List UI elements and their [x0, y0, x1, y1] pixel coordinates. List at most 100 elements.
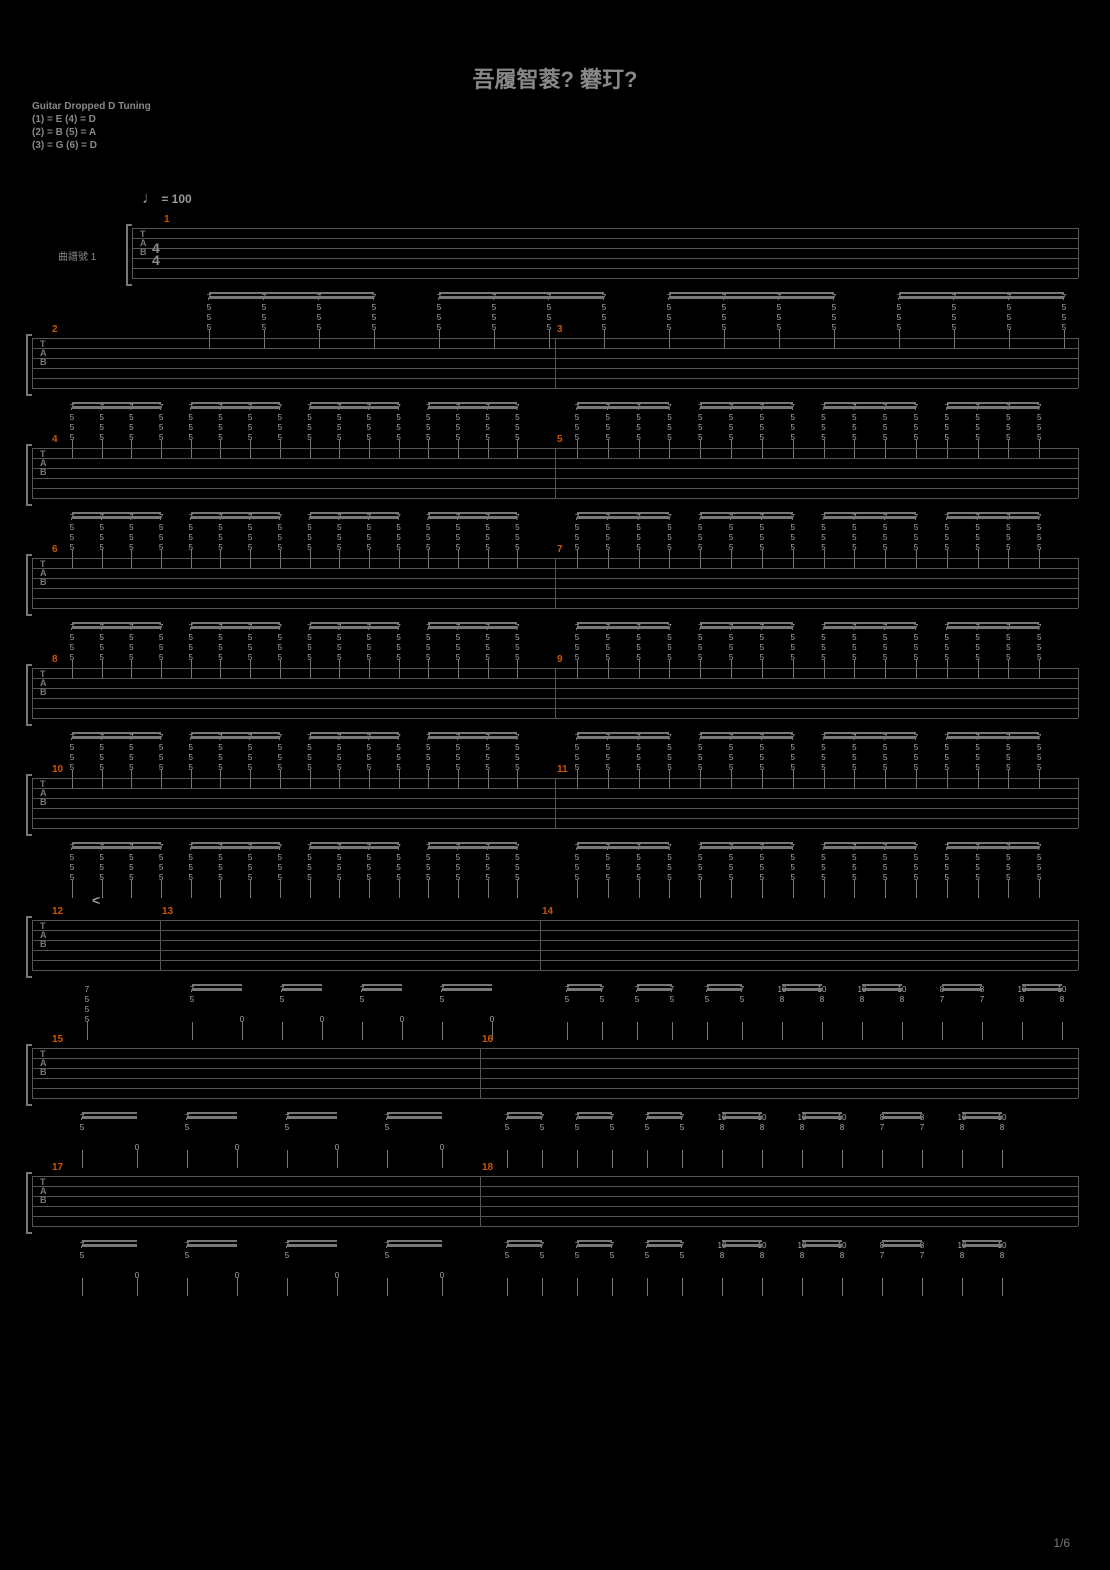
fret-number: 5	[635, 854, 641, 862]
note-stem	[647, 1278, 648, 1296]
barline	[32, 668, 33, 718]
fret-number: 5	[974, 744, 980, 752]
fret-number: 5	[1061, 304, 1067, 312]
fret-number: 5	[336, 864, 342, 872]
beam-secondary	[782, 984, 822, 986]
note-stem	[161, 880, 162, 898]
fret-number: 5	[484, 644, 490, 652]
fret-number: 5	[514, 864, 520, 872]
fret-number: 8	[719, 1124, 725, 1132]
beam-secondary	[700, 842, 792, 844]
tuning-line-1: (1) = E (4) = D	[32, 113, 151, 126]
fret-number: 5	[728, 634, 734, 642]
tab-staff: TAB1575075075075016757575757575108108108…	[32, 1048, 1078, 1098]
note-stem	[639, 880, 640, 898]
fret-number: 5	[484, 744, 490, 752]
note-stem	[488, 880, 489, 898]
note-stem	[187, 1278, 188, 1296]
barline	[1078, 668, 1079, 718]
note-stem	[822, 1022, 823, 1040]
fret-number: 5	[491, 304, 497, 312]
fret-number: 5	[574, 754, 580, 762]
beam-secondary	[577, 732, 669, 734]
fret-number: 5	[395, 424, 401, 432]
fret-number: 5	[666, 754, 672, 762]
fret-number: 5	[820, 744, 826, 752]
fret-number: 8	[759, 1124, 765, 1132]
fret-number: 5	[366, 414, 372, 422]
fret-number: 5	[944, 744, 950, 752]
fret-number: 5	[820, 854, 826, 862]
fret-number: 5	[820, 424, 826, 432]
note-stem	[399, 880, 400, 898]
fret-number: 5	[425, 864, 431, 872]
barline	[1078, 338, 1079, 388]
beam	[72, 516, 161, 519]
beam-secondary	[191, 842, 280, 844]
fret-number: 5	[644, 1252, 650, 1260]
tuning-line-3: (3) = G (6) = D	[32, 139, 151, 152]
fret-number: 5	[601, 314, 607, 322]
fret-number: 5	[728, 534, 734, 542]
fret-number: 5	[455, 634, 461, 642]
fret-number: 5	[1036, 634, 1042, 642]
barline	[555, 778, 556, 828]
fret-number: 5	[395, 644, 401, 652]
note-stem	[339, 880, 340, 898]
note-stem	[882, 1278, 883, 1296]
fret-number: 5	[697, 524, 703, 532]
fret-number: 5	[277, 854, 283, 862]
fret-number: 5	[831, 304, 837, 312]
fret-number: 5	[605, 864, 611, 872]
fret-number: 5	[882, 744, 888, 752]
fret-number: 5	[1036, 854, 1042, 862]
beam	[1022, 988, 1062, 991]
beam	[428, 516, 517, 519]
beam	[310, 626, 399, 629]
fret-number: 5	[395, 414, 401, 422]
beam	[191, 406, 280, 409]
fret-number: 5	[455, 414, 461, 422]
fret-number: 5	[395, 754, 401, 762]
fret-number: 5	[913, 534, 919, 542]
note-stem	[517, 880, 518, 898]
fret-number: 5	[425, 524, 431, 532]
fret-number: 5	[184, 1124, 190, 1132]
fret-number: 5	[514, 634, 520, 642]
beam-secondary	[947, 512, 1039, 514]
fret-number: 5	[425, 414, 431, 422]
beam	[824, 516, 916, 519]
measure-number: 14	[542, 906, 553, 917]
fret-number: 5	[666, 864, 672, 872]
note-stem	[82, 1150, 83, 1168]
fret-number: 5	[882, 754, 888, 762]
fret-number: 5	[98, 754, 104, 762]
barline	[1078, 920, 1079, 970]
fret-number: 5	[635, 424, 641, 432]
fret-number: 5	[574, 524, 580, 532]
note-stem	[962, 1278, 963, 1296]
fret-number: 5	[189, 996, 195, 1004]
note-stem	[731, 880, 732, 898]
beam-secondary	[882, 1112, 922, 1114]
note-stem	[280, 880, 281, 898]
fret-number: 5	[504, 1252, 510, 1260]
fret-number: 5	[69, 634, 75, 642]
fret-number: 5	[484, 754, 490, 762]
fret-number: 5	[913, 744, 919, 752]
fret-number: 5	[366, 424, 372, 432]
fret-number: 5	[455, 754, 461, 762]
fret-number: 5	[247, 534, 253, 542]
fret-number: 5	[484, 414, 490, 422]
fret-number: 5	[728, 854, 734, 862]
tab-clef: TAB	[40, 340, 47, 367]
fret-number: 5	[455, 864, 461, 872]
fret-number: 5	[188, 744, 194, 752]
tab-clef: TAB	[140, 230, 147, 257]
fret-number: 5	[851, 424, 857, 432]
fret-number: 5	[217, 864, 223, 872]
barline	[480, 1176, 481, 1226]
fret-number: 5	[820, 634, 826, 642]
fret-number: 5	[128, 634, 134, 642]
beam-secondary	[310, 512, 399, 514]
